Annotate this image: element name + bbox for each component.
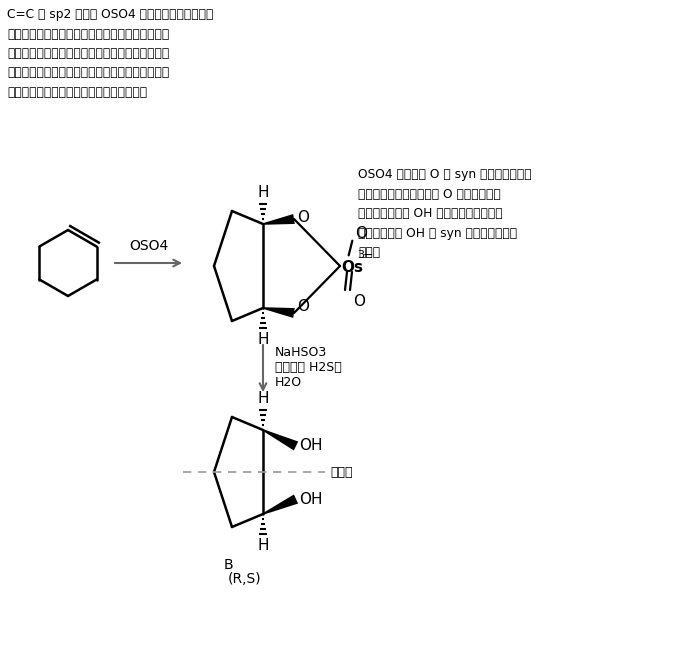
Text: OSO4: OSO4 xyxy=(129,239,168,253)
Text: O: O xyxy=(297,211,309,226)
Polygon shape xyxy=(262,494,298,514)
Polygon shape xyxy=(263,307,295,318)
Text: 3: 3 xyxy=(357,250,364,260)
Text: H: H xyxy=(258,538,269,553)
Polygon shape xyxy=(262,429,298,451)
Text: O: O xyxy=(353,294,365,309)
Text: C=C の sp2 平面に OSO4 が上からまたは下から
アクセスするが、どの方向からでもアクセスのし
やすさは同じである。このことは立体異性体が等
量で生じ: C=C の sp2 平面に OSO4 が上からまたは下から アクセスするが、どの… xyxy=(7,8,214,99)
Text: NaHSO3: NaHSO3 xyxy=(275,346,327,359)
Text: H2O: H2O xyxy=(275,376,302,389)
Polygon shape xyxy=(263,214,295,225)
Text: H: H xyxy=(258,185,269,200)
Text: H: H xyxy=(258,332,269,347)
Text: (R,S): (R,S) xyxy=(228,572,262,586)
Text: B: B xyxy=(223,558,233,572)
Text: （または H2S）: （または H2S） xyxy=(275,361,342,374)
Text: O: O xyxy=(297,299,309,314)
Text: OSO4 の２つの O が syn 付加した中間体
が生成する。その２つの O がアルカリ性
加水分解により OH に置換するので主生
成物は２つの OH が : OSO4 の２つの O が syn 付加した中間体 が生成する。その２つの O … xyxy=(358,168,532,259)
Text: H: H xyxy=(258,391,269,406)
Text: OH: OH xyxy=(299,437,322,452)
Text: −: − xyxy=(363,248,373,261)
Text: 対称面: 対称面 xyxy=(330,466,352,479)
Text: Os: Os xyxy=(341,261,363,276)
Text: O: O xyxy=(355,226,367,241)
Text: OH: OH xyxy=(299,492,322,507)
